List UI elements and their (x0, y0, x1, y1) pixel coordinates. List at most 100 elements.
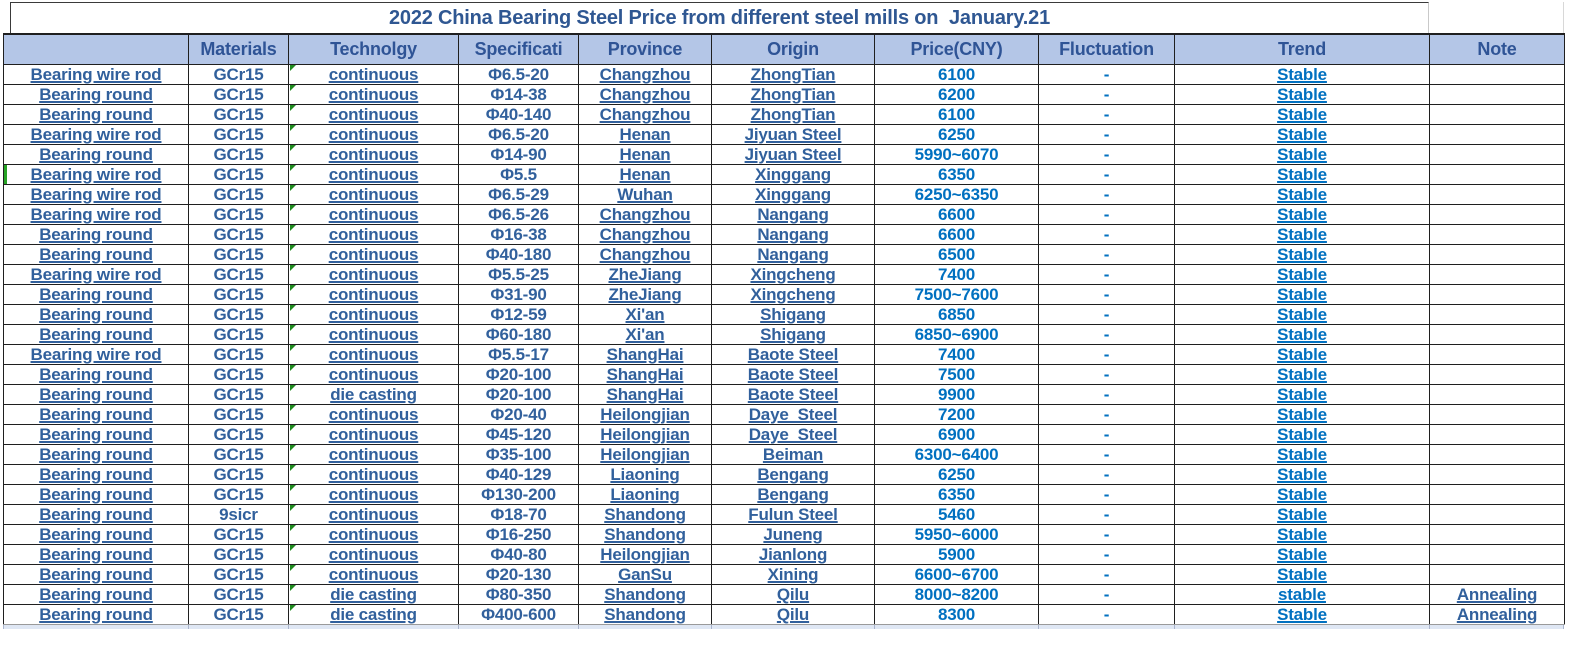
cell-province[interactable]: Changzhou (578, 203, 712, 225)
cell-origin[interactable]: Jiyuan Steel (711, 123, 875, 145)
cell-technology[interactable]: continuous (288, 363, 459, 385)
cell-note[interactable] (1429, 363, 1565, 385)
cell-price[interactable]: 7400 (874, 263, 1039, 285)
cell-spec[interactable]: Φ20-40 (458, 403, 579, 425)
cell-fluctuation[interactable]: - (1038, 263, 1175, 285)
cell-spec[interactable]: Φ20-130 (458, 563, 579, 585)
cell-technology[interactable]: continuous (288, 83, 459, 105)
cell-price[interactable]: 6100 (874, 63, 1039, 85)
cell-origin[interactable]: Xingcheng (711, 263, 875, 285)
cell-technology[interactable]: continuous (288, 183, 459, 205)
cell-product[interactable]: Bearing round (3, 483, 189, 505)
cell-trend[interactable]: Stable (1174, 63, 1430, 85)
cell-fluctuation[interactable]: - (1038, 523, 1175, 545)
cell-origin[interactable]: Xingcheng (711, 283, 875, 305)
cell-product[interactable]: Bearing round (3, 563, 189, 585)
cell-product[interactable]: Bearing round (3, 363, 189, 385)
cell-province[interactable]: ShangHai (578, 343, 712, 365)
cell-fluctuation[interactable]: - (1038, 123, 1175, 145)
cell-note[interactable] (1429, 303, 1565, 325)
cell-product[interactable]: Bearing round (3, 323, 189, 345)
cell-price[interactable]: 5900 (874, 543, 1039, 565)
cell-material[interactable]: GCr15 (188, 263, 289, 285)
cell-note[interactable] (1429, 523, 1565, 545)
cell-technology[interactable]: continuous (288, 223, 459, 245)
cell-spec[interactable]: Φ40-180 (458, 243, 579, 265)
cell-fluctuation[interactable]: - (1038, 463, 1175, 485)
cell-price[interactable]: 6350 (874, 483, 1039, 505)
cell-note[interactable] (1429, 463, 1565, 485)
cell-note[interactable] (1429, 543, 1565, 565)
cell-technology[interactable]: continuous (288, 443, 459, 465)
cell-trend[interactable]: Stable (1174, 563, 1430, 585)
cell-fluctuation[interactable]: - (1038, 603, 1175, 625)
cell-technology[interactable]: continuous (288, 323, 459, 345)
cell-price[interactable]: 6350 (874, 163, 1039, 185)
cell-trend[interactable]: Stable (1174, 163, 1430, 185)
cell-trend[interactable]: Stable (1174, 323, 1430, 345)
cell-material[interactable]: GCr15 (188, 603, 289, 625)
cell-price[interactable]: 6200 (874, 83, 1039, 105)
cell-note[interactable] (1429, 103, 1565, 125)
cell-trend[interactable]: Stable (1174, 183, 1430, 205)
cell-note[interactable] (1429, 63, 1565, 85)
cell-material[interactable]: GCr15 (188, 423, 289, 445)
cell-price[interactable]: 8300 (874, 603, 1039, 625)
cell-spec[interactable]: Φ6.5-20 (458, 123, 579, 145)
cell-technology[interactable]: continuous (288, 63, 459, 85)
cell-spec[interactable]: Φ16-38 (458, 223, 579, 245)
cell-note[interactable] (1429, 503, 1565, 525)
cell-spec[interactable]: Φ16-250 (458, 523, 579, 545)
cell-spec[interactable]: Φ18-70 (458, 503, 579, 525)
cell-fluctuation[interactable]: - (1038, 323, 1175, 345)
cell-origin[interactable]: Juneng (711, 523, 875, 545)
cell-product[interactable]: Bearing round (3, 523, 189, 545)
cell-fluctuation[interactable]: - (1038, 483, 1175, 505)
cell-material[interactable]: GCr15 (188, 283, 289, 305)
cell-spec[interactable]: Φ14-38 (458, 83, 579, 105)
cell-product[interactable]: Bearing round (3, 423, 189, 445)
cell-fluctuation[interactable]: - (1038, 163, 1175, 185)
cell-province[interactable]: Xi'an (578, 303, 712, 325)
cell-material[interactable]: GCr15 (188, 203, 289, 225)
cell-fluctuation[interactable]: - (1038, 443, 1175, 465)
cell-fluctuation[interactable]: - (1038, 223, 1175, 245)
cell-price[interactable]: 6300~6400 (874, 443, 1039, 465)
cell-province[interactable]: Shandong (578, 583, 712, 605)
cell-province[interactable]: Heilongjian (578, 443, 712, 465)
cell-origin[interactable]: Qilu (711, 603, 875, 625)
cell-material[interactable]: GCr15 (188, 363, 289, 385)
cell-fluctuation[interactable]: - (1038, 563, 1175, 585)
cell-product[interactable]: Bearing round (3, 583, 189, 605)
cell-technology[interactable]: continuous (288, 143, 459, 165)
cell-province[interactable]: Heilongjian (578, 403, 712, 425)
cell-note[interactable] (1429, 83, 1565, 105)
cell-trend[interactable]: Stable (1174, 143, 1430, 165)
cell-material[interactable]: GCr15 (188, 523, 289, 545)
cell-product[interactable]: Bearing wire rod (3, 163, 189, 185)
cell-technology[interactable]: continuous (288, 563, 459, 585)
cell-material[interactable]: GCr15 (188, 443, 289, 465)
cell-province[interactable]: Henan (578, 163, 712, 185)
cell-price[interactable]: 6500 (874, 243, 1039, 265)
cell-note[interactable] (1429, 263, 1565, 285)
cell-trend[interactable]: Stable (1174, 83, 1430, 105)
cell-note[interactable] (1429, 443, 1565, 465)
cell-trend[interactable]: Stable (1174, 403, 1430, 425)
col-header-blank[interactable] (3, 33, 189, 65)
cell-product[interactable]: Bearing round (3, 83, 189, 105)
cell-origin[interactable]: Nangang (711, 223, 875, 245)
cell-price[interactable]: 6250 (874, 463, 1039, 485)
cell-trend[interactable]: Stable (1174, 363, 1430, 385)
cell-spec[interactable]: Φ130-200 (458, 483, 579, 505)
cell-material[interactable]: 9sicr (188, 503, 289, 525)
cell-price[interactable]: 6850 (874, 303, 1039, 325)
cell-price[interactable]: 7400 (874, 343, 1039, 365)
cell-origin[interactable]: Daye Steel (711, 403, 875, 425)
cell-spec[interactable]: Φ6.5-26 (458, 203, 579, 225)
cell-technology[interactable]: continuous (288, 423, 459, 445)
cell-material[interactable]: GCr15 (188, 463, 289, 485)
cell-origin[interactable]: Bengang (711, 463, 875, 485)
cell-technology[interactable]: continuous (288, 523, 459, 545)
cell-trend[interactable]: Stable (1174, 603, 1430, 625)
